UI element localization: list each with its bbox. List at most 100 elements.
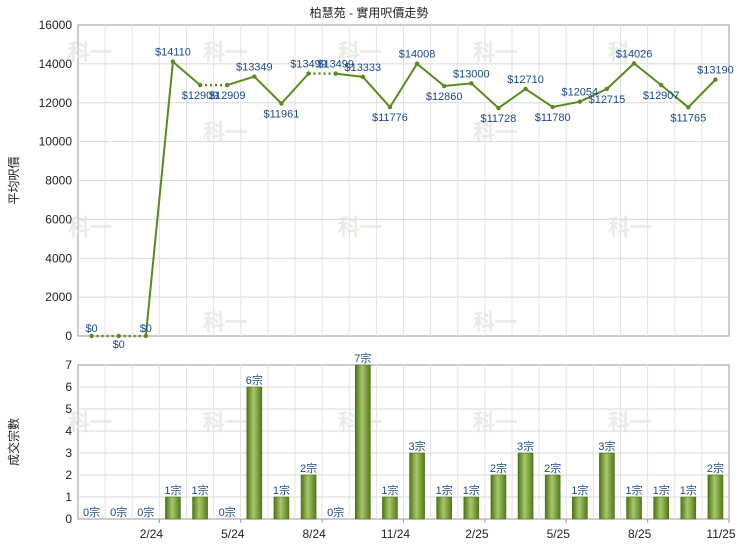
price-label-20: $14026 xyxy=(616,48,653,60)
bar-label-23: 2宗 xyxy=(707,461,724,475)
data-point-17 xyxy=(550,104,555,110)
y-tick-label-bottom-3: 3 xyxy=(65,446,72,460)
data-point-5 xyxy=(224,82,230,88)
line-segment-20 xyxy=(633,62,662,86)
watermark-top-8: 科一 xyxy=(338,215,382,240)
price-label-9: $13499 xyxy=(317,59,354,71)
bar-label-9: 0宗 xyxy=(327,505,344,519)
y-tick-label-top-8: 16000 xyxy=(39,18,73,32)
price-label-4: $12909 xyxy=(182,90,219,102)
data-point-23 xyxy=(713,77,718,82)
data-point-7 xyxy=(279,101,284,106)
price-label-17: $11780 xyxy=(535,112,571,124)
bar-label-13: 1宗 xyxy=(436,483,453,497)
y-tick-label-bottom-2: 2 xyxy=(65,468,72,482)
bar-label-4: 1宗 xyxy=(192,483,209,497)
chart-title: 柏慧苑 - 實用呎價走勢 xyxy=(310,5,429,20)
data-point-6 xyxy=(252,74,257,79)
data-point-1 xyxy=(116,333,121,339)
bar-20 xyxy=(626,496,642,520)
bar-8 xyxy=(300,474,317,520)
x-tick-label-0: 2/24 xyxy=(140,527,164,541)
price-label-18: $12054 xyxy=(561,87,598,99)
watermark-top-1: 科一 xyxy=(203,40,247,65)
x-tick-label-2: 8/24 xyxy=(302,527,326,541)
price-label-13: $12860 xyxy=(426,91,463,103)
line-segment-11 xyxy=(389,63,418,108)
line-segment-19 xyxy=(606,62,635,90)
price-label-12: $14008 xyxy=(399,49,436,61)
x-tick-label-4: 2/25 xyxy=(465,527,489,541)
bar-label-21: 1宗 xyxy=(653,483,670,497)
bar-label-1: 0宗 xyxy=(110,505,127,519)
bar-label-22: 1宗 xyxy=(680,483,697,497)
price-label-5: $12909 xyxy=(209,90,246,102)
y-tick-label-top-6: 12000 xyxy=(39,96,73,110)
line-segment-16 xyxy=(525,88,554,108)
bar-label-17: 2宗 xyxy=(544,461,561,475)
data-point-12 xyxy=(414,61,420,66)
price-label-22: $11765 xyxy=(670,112,706,124)
data-point-8 xyxy=(306,71,311,76)
y-tick-label-top-5: 10000 xyxy=(39,135,73,149)
price-label-14: $13000 xyxy=(453,68,490,80)
price-label-11: $11776 xyxy=(372,112,408,124)
price-label-0: $0 xyxy=(85,323,97,335)
bar-16 xyxy=(517,452,534,520)
bar-15 xyxy=(490,474,507,520)
bar-label-0: 0宗 xyxy=(83,505,100,519)
data-point-16 xyxy=(523,86,528,92)
price-label-15: $11728 xyxy=(480,113,516,125)
watermark-top-3: 科一 xyxy=(473,40,517,65)
y-tick-label-bottom-6: 6 xyxy=(65,380,72,394)
y-axis-label-top: 平均呎價 xyxy=(7,156,21,204)
bar-label-11: 1宗 xyxy=(381,483,398,497)
bar-21 xyxy=(653,496,669,520)
bar-label-20: 1宗 xyxy=(626,483,643,497)
data-point-21 xyxy=(658,82,664,88)
line-segment-18 xyxy=(579,87,608,103)
bar-10 xyxy=(355,364,371,520)
bar-19 xyxy=(599,452,615,520)
line-segment-9 xyxy=(335,72,363,78)
watermark-top-5: 科一 xyxy=(203,120,247,145)
bar-label-15: 2宗 xyxy=(490,461,507,475)
data-point-14 xyxy=(469,81,474,86)
y-tick-label-top-0: 0 xyxy=(65,329,72,343)
data-point-13 xyxy=(441,83,447,89)
bar-label-6: 6宗 xyxy=(246,373,263,387)
data-point-11 xyxy=(387,104,393,110)
line-segment-21 xyxy=(660,84,689,109)
line-segment-12 xyxy=(416,62,445,87)
data-point-4 xyxy=(197,82,203,88)
bar-label-16: 3宗 xyxy=(517,439,534,453)
line-segment-13 xyxy=(444,82,472,88)
data-point-2 xyxy=(143,333,149,339)
watermark-top-11: 科一 xyxy=(473,310,517,335)
line-segment-10 xyxy=(362,76,391,108)
x-tick-label-1: 5/24 xyxy=(221,527,245,541)
x-tick-label-5: 5/25 xyxy=(547,527,571,541)
bar-label-7: 1宗 xyxy=(273,483,290,497)
bar-7 xyxy=(273,496,290,520)
line-segment-6 xyxy=(253,75,283,105)
y-tick-label-bottom-1: 1 xyxy=(65,490,72,504)
data-point-19 xyxy=(604,86,610,92)
line-segment-3 xyxy=(172,60,201,86)
bar-label-19: 3宗 xyxy=(598,439,615,453)
bar-11 xyxy=(382,496,398,520)
bar-13 xyxy=(436,496,452,520)
line-segment-15 xyxy=(497,88,527,109)
bar-label-3: 1宗 xyxy=(164,483,181,497)
y-tick-label-top-4: 8000 xyxy=(45,174,72,188)
x-tick-label-7: 11/25 xyxy=(706,527,735,541)
data-point-18 xyxy=(577,99,583,104)
data-point-10 xyxy=(360,74,366,80)
price-label-10: $13333 xyxy=(344,62,381,74)
data-point-3 xyxy=(170,59,176,64)
data-point-22 xyxy=(686,105,691,110)
data-point-9 xyxy=(333,71,338,76)
bar-label-5: 0宗 xyxy=(219,505,236,519)
